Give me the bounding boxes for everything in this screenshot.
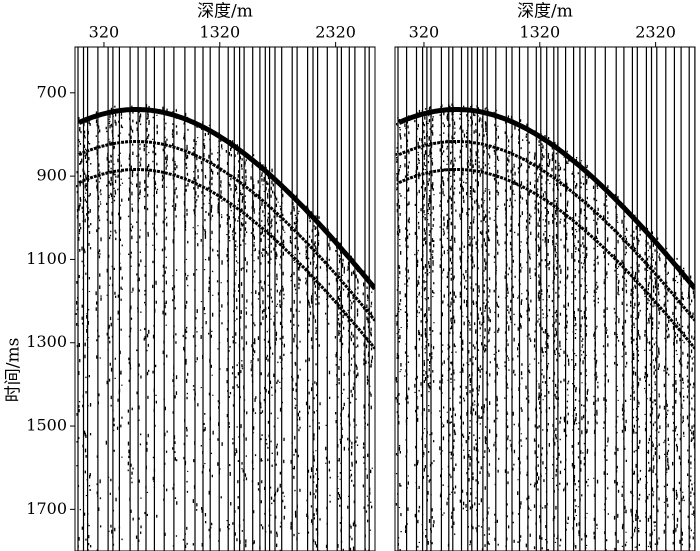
wave-event (398, 140, 695, 322)
x-tick-label: 1320 (199, 23, 240, 42)
wavefield-speckle (395, 103, 695, 551)
x-tick-label: 320 (409, 23, 440, 42)
y-tick-label: 1700 (26, 499, 67, 518)
seismic-panel (395, 47, 695, 551)
x-axis-title: 深度/m (517, 2, 573, 22)
seismic-panel (75, 47, 375, 551)
x-axis-title: 深度/m (197, 2, 253, 22)
wave-event (78, 168, 375, 350)
wave-event (77, 107, 375, 291)
x-tick-label: 2320 (315, 23, 356, 42)
wave-event (397, 107, 695, 291)
y-tick-label: 700 (36, 82, 67, 101)
panel-frame (74, 46, 376, 551)
y-tick-label: 900 (36, 166, 67, 185)
panel-frame (394, 46, 696, 551)
y-tick-label: 1300 (26, 332, 67, 351)
y-axis-title: 时间/ms (4, 338, 24, 403)
x-tick-label: 1320 (519, 23, 560, 42)
y-tick-label: 1100 (26, 249, 67, 268)
x-tick-label: 2320 (635, 23, 676, 42)
wave-event (78, 140, 375, 322)
x-tick-label: 320 (89, 23, 120, 42)
wave-event (398, 168, 695, 350)
y-tick-label: 1500 (26, 416, 67, 435)
